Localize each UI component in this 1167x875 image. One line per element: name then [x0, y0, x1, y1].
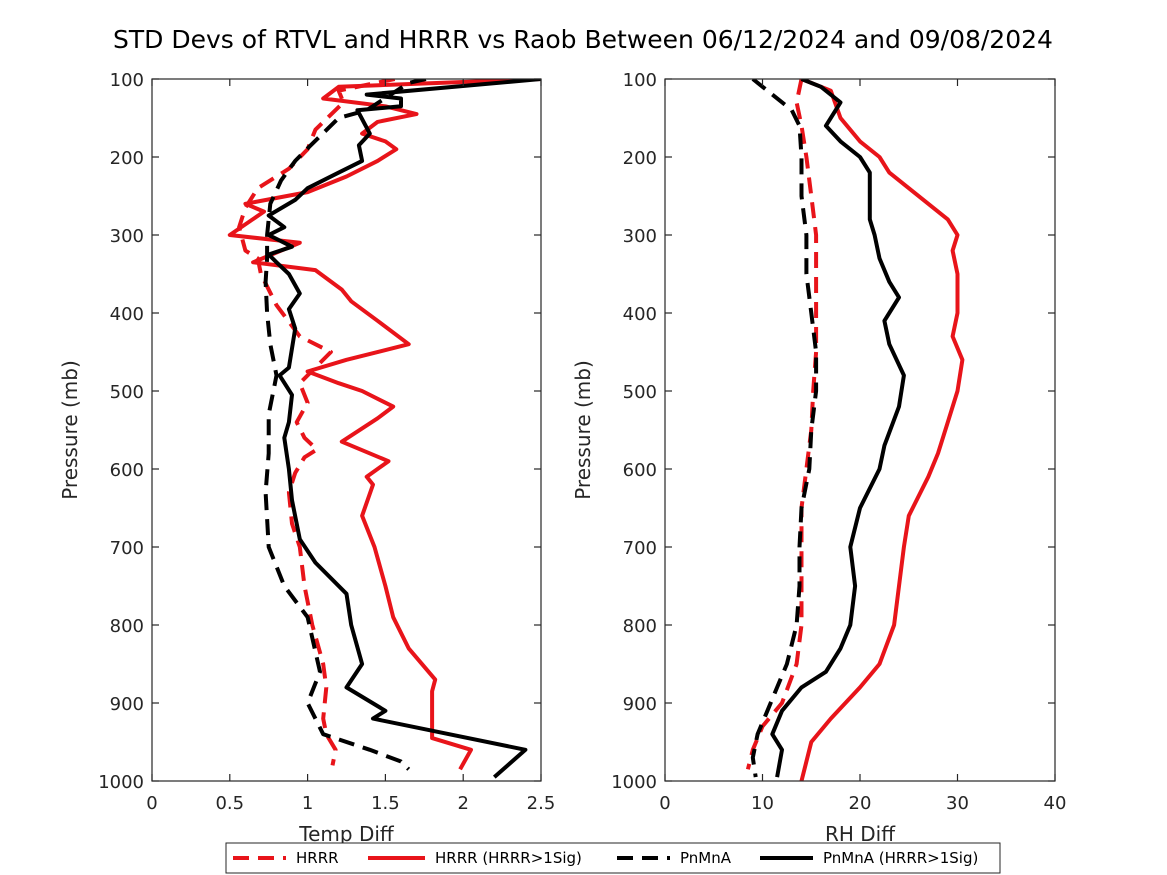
rh-x-tick-label: 40 [1044, 793, 1067, 814]
rh-y-tick-label: 900 [623, 694, 657, 715]
temp-y-tick-label: 500 [110, 382, 144, 403]
rh-y-tick-label: 200 [623, 148, 657, 169]
legend-label-pnmna-hrrr-1sig: PnMnA (HRRR>1Sig) [823, 849, 978, 867]
rh-axes-box [664, 78, 1056, 782]
rh-x-tick-label: 10 [751, 793, 774, 814]
legend: HRRR HRRR (HRRR>1Sig) PnMnA PnMnA (HRRR>1Si… [225, 842, 1001, 874]
rh-series-pnmna [750, 79, 819, 778]
rh-series-hrrr-hrrr-1sig [799, 79, 965, 781]
temp-x-tick-label: 0.5 [215, 793, 244, 814]
rh-y-tick-label: 100 [623, 70, 657, 91]
temp-x-axis-label: Temp Diff [298, 822, 395, 846]
temp-y-tick-label: 100 [110, 70, 144, 91]
rh-x-tick-label: 20 [849, 793, 872, 814]
temp-x-tick-label: 1.5 [371, 793, 400, 814]
temp-y-tick-label: 1000 [98, 772, 144, 793]
temp-diff-plot: 0 0.5 1 1.5 2 2.5 100 200 300 400 500 600 700 800 900 1… [58, 70, 555, 846]
temp-x-tick-label: 1 [302, 793, 313, 814]
temp-y-tick-label: 200 [110, 148, 144, 169]
rh-x-axis-label: RH Diff [825, 822, 896, 846]
rh-y-tick-label: 600 [623, 460, 657, 481]
rh-series-hrrr [745, 79, 819, 770]
rh-y-tick-label: 700 [623, 538, 657, 559]
temp-y-axis-label: Pressure (mb) [58, 360, 82, 500]
temp-y-tick-label: 400 [110, 304, 144, 325]
temp-y-tick-label: 800 [110, 616, 144, 637]
rh-series-pnmna-hrrr-1sig [770, 79, 906, 778]
rh-x-tick-label: 0 [659, 793, 670, 814]
rh-y-axis-label: Pressure (mb) [571, 360, 595, 500]
legend-label-hrrr: HRRR [296, 849, 339, 867]
temp-series-pnmna [263, 79, 427, 771]
rh-y-tick-label: 800 [623, 616, 657, 637]
temp-axes-box [151, 78, 542, 782]
rh-x-tick-label: 30 [946, 793, 969, 814]
rh-y-tick-label: 300 [623, 226, 657, 247]
legend-label-pnmna: PnMnA [680, 849, 732, 867]
rh-y-tick-label: 400 [623, 304, 657, 325]
temp-series-hrrr-hrrr-1sig [227, 79, 541, 771]
temp-y-tick-label: 700 [110, 538, 144, 559]
rh-y-tick-label: 1000 [611, 772, 657, 793]
temp-series-pnmna-hrrr-1sig [266, 79, 541, 779]
temp-series-hrrr [237, 79, 396, 766]
legend-box [225, 842, 1001, 874]
temp-x-tick-label: 2.5 [527, 793, 556, 814]
temp-x-tick-label: 0 [146, 793, 157, 814]
rh-y-tick-label: 500 [623, 382, 657, 403]
temp-y-tick-label: 600 [110, 460, 144, 481]
rh-diff-plot: 0 10 20 30 40 100 200 300 400 500 600 700 800 900 1000… [571, 70, 1066, 846]
legend-label-hrrr-hrrr-1sig: HRRR (HRRR>1Sig) [435, 849, 582, 867]
temp-y-tick-label: 900 [110, 694, 144, 715]
temp-y-tick-label: 300 [110, 226, 144, 247]
temp-x-tick-label: 2 [457, 793, 468, 814]
chart-title: STD Devs of RTVL and HRRR vs Raob Betwee… [113, 25, 1053, 54]
